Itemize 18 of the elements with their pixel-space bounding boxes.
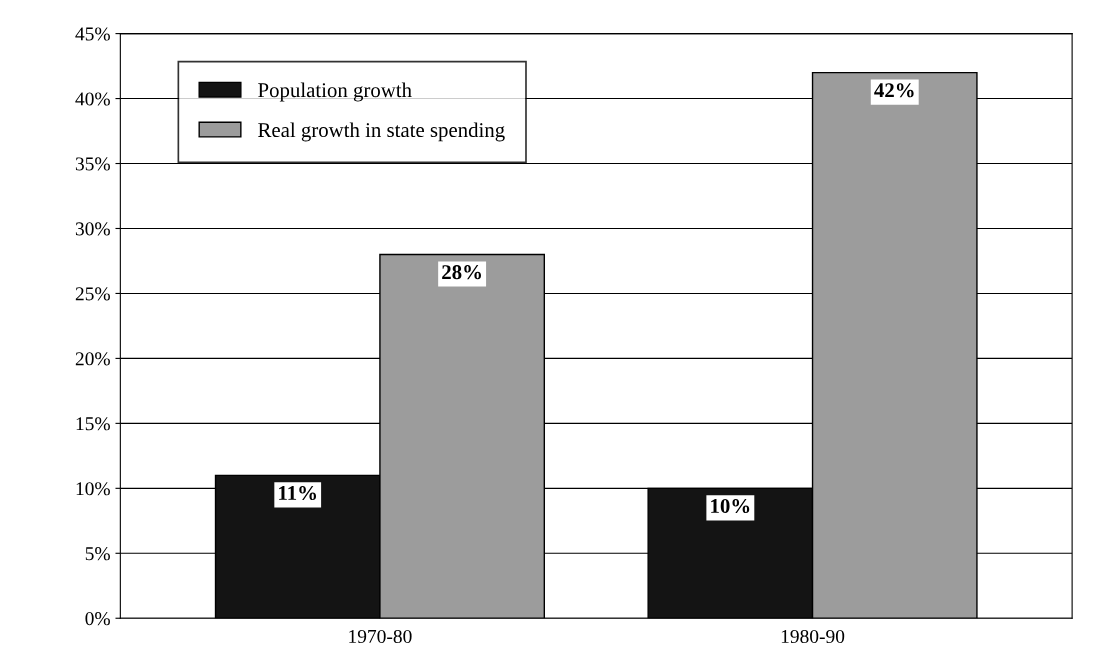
y-tick-label: 5% [85, 547, 110, 561]
legend-label: Real growth in state spending [258, 122, 505, 142]
x-tick-label: 1980-90 [781, 629, 845, 644]
y-tick-label: 0% [85, 612, 110, 626]
data-label: 28% [442, 265, 481, 280]
data-label: 42% [874, 83, 914, 98]
y-tick-label: 35% [75, 157, 110, 171]
y-tick-label: 10% [76, 482, 110, 496]
y-tick-label: 45% [75, 27, 110, 41]
data-label: 10% [711, 498, 750, 514]
y-tick-label: 30% [75, 222, 110, 236]
data-label: 11% [279, 485, 317, 501]
y-tick-label: 25% [75, 287, 110, 301]
x-tick-label: 1970-80 [349, 629, 412, 644]
legend-label: Population growth [258, 82, 412, 102]
y-tick-label: 15% [76, 417, 110, 431]
y-tick-label: 20% [75, 352, 110, 366]
y-tick-label: 40% [75, 92, 110, 106]
